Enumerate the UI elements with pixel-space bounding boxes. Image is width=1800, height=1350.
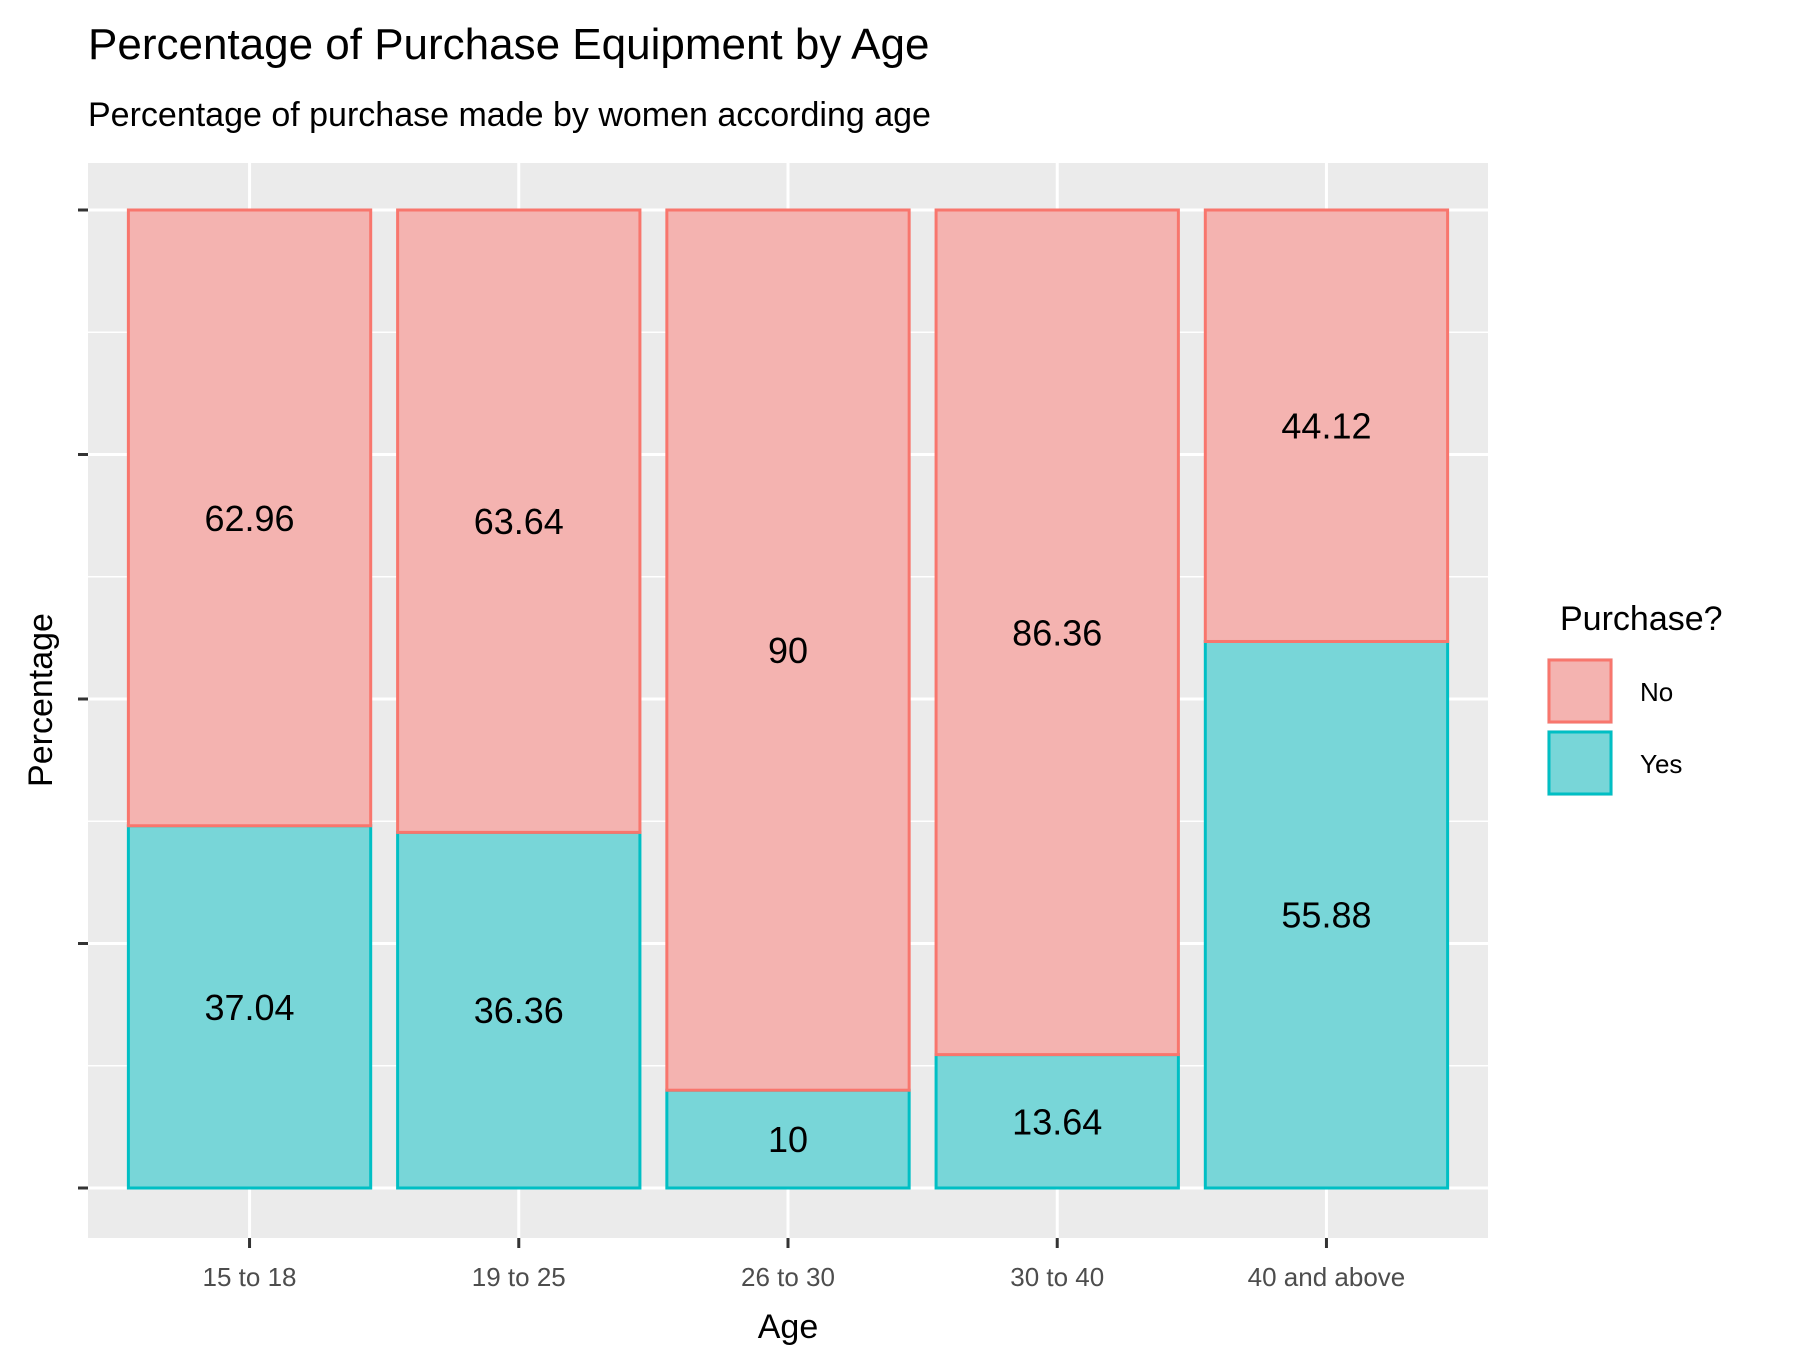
legend: Purchase? No Yes: [1547, 600, 1723, 796]
x-tick-labels: 15 to 18 19 to 25 26 to 30 30 to 40 40 and a…: [203, 1262, 1406, 1292]
bar-value-label: 37.04: [204, 987, 294, 1028]
bar-no: [1203, 208, 1450, 643]
bar-no: [396, 208, 642, 834]
chart-title: Percentage of Purchase Equipment by Age: [88, 20, 930, 69]
x-axis-title: Age: [758, 1308, 819, 1346]
bar-value-label: 44.12: [1281, 406, 1371, 447]
y-axis-title: Percentage: [22, 613, 60, 787]
bar-yes: [665, 1088, 911, 1190]
bar-no: [126, 208, 373, 828]
bar-yes: [934, 1053, 1180, 1190]
bars: [126, 208, 1450, 1190]
bar-value-label: 90: [768, 630, 808, 671]
bar-value-label: 10: [768, 1119, 808, 1160]
legend-label-no: No: [1640, 677, 1673, 707]
x-tick-label: 19 to 25: [472, 1262, 566, 1292]
bar-value-label: 62.96: [204, 498, 294, 539]
bar-value-label: 36.36: [474, 990, 564, 1031]
axis-ticks: [78, 208, 1328, 1248]
bar-no: [665, 208, 911, 1092]
bar-yes: [1203, 639, 1450, 1190]
bar-labels: 37.04 62.96 36.36 63.64 10 90 13.64 86.36 55.88 4…: [204, 406, 1371, 1160]
x-tick-label: 15 to 18: [203, 1262, 297, 1292]
legend-title: Purchase?: [1560, 600, 1723, 638]
bar-value-label: 13.64: [1012, 1101, 1102, 1142]
x-tick-label: 30 to 40: [1010, 1262, 1104, 1292]
bar-value-label: 55.88: [1281, 895, 1371, 936]
bar-yes: [126, 824, 373, 1190]
bar-value-label: 63.64: [474, 501, 564, 542]
legend-swatch-no: [1547, 658, 1613, 724]
x-tick-label: 26 to 30: [741, 1262, 835, 1292]
bar-yes: [396, 830, 642, 1190]
legend-label-yes: Yes: [1640, 749, 1682, 779]
bar-no: [934, 208, 1180, 1057]
chart-subtitle: Percentage of purchase made by women acc…: [88, 96, 931, 134]
x-tick-label: 40 and above: [1248, 1262, 1406, 1292]
bar-value-label: 86.36: [1012, 612, 1102, 653]
legend-swatch-yes: [1547, 730, 1613, 796]
